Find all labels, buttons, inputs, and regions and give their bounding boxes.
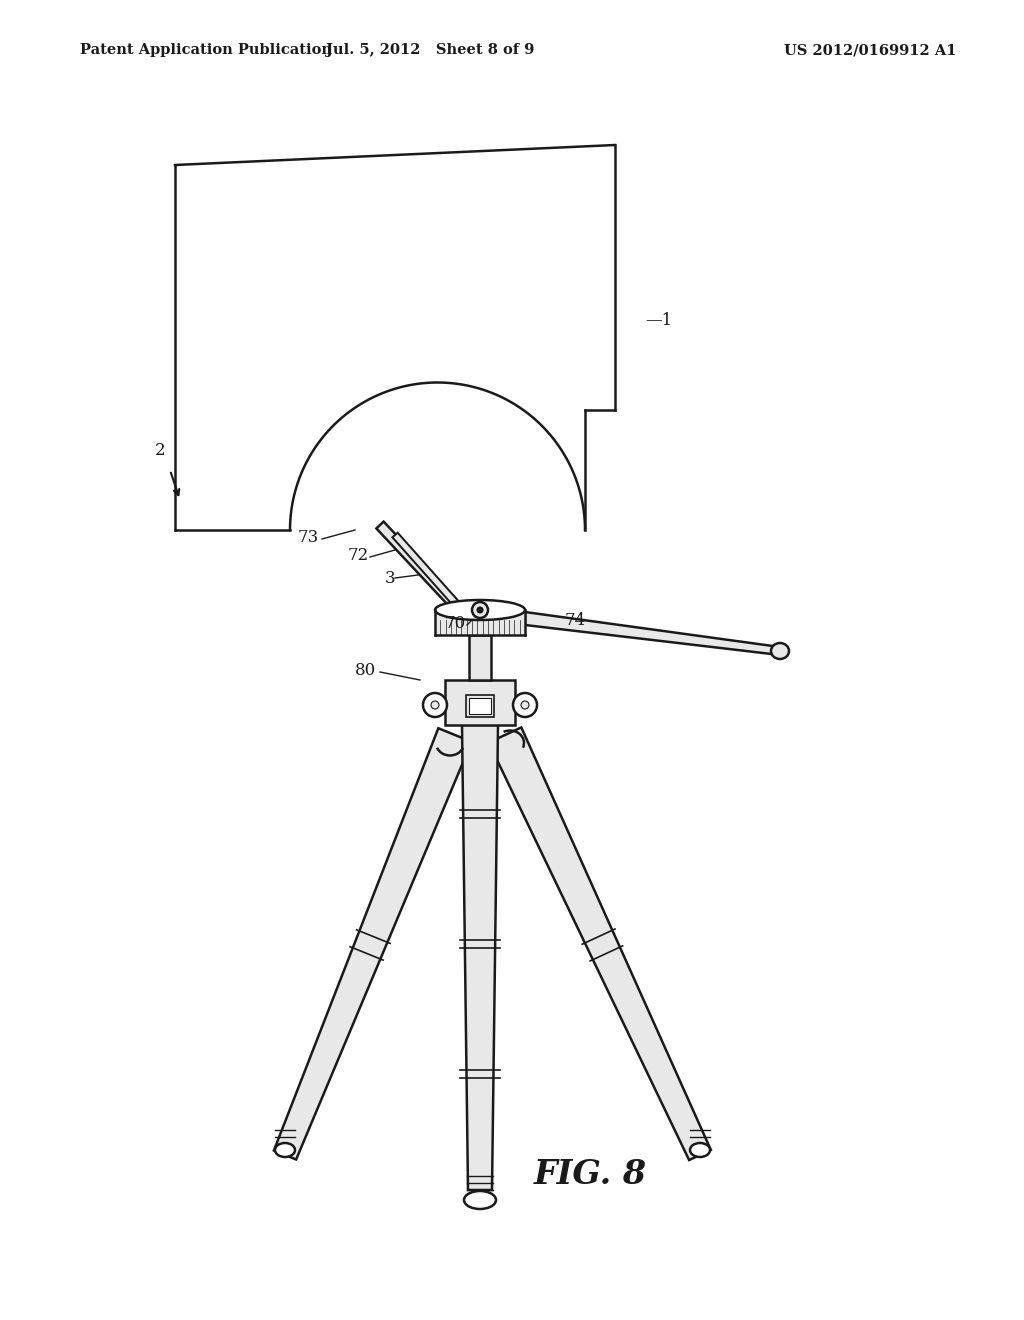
Text: 70: 70 [445,615,466,632]
Bar [466,696,494,717]
Bar [469,698,490,714]
Bar [435,610,525,635]
Ellipse shape [690,1143,710,1158]
Polygon shape [377,521,456,606]
Ellipse shape [464,1191,496,1209]
Text: 72: 72 [348,546,370,564]
Polygon shape [392,533,463,610]
Text: 73: 73 [298,529,319,546]
Ellipse shape [275,1143,295,1158]
Polygon shape [462,725,498,1191]
Circle shape [477,607,483,612]
Text: US 2012/0169912 A1: US 2012/0169912 A1 [783,44,956,57]
Bar [445,680,515,725]
Text: Patent Application Publication: Patent Application Publication [80,44,332,57]
Circle shape [472,602,488,618]
Polygon shape [488,727,711,1160]
Text: 74: 74 [565,612,587,630]
Bar [469,635,490,680]
Ellipse shape [771,643,790,659]
Polygon shape [273,729,472,1159]
Circle shape [423,693,447,717]
Circle shape [513,693,537,717]
Ellipse shape [435,601,525,620]
Circle shape [521,701,529,709]
Text: 3: 3 [385,570,395,587]
Text: Jul. 5, 2012   Sheet 8 of 9: Jul. 5, 2012 Sheet 8 of 9 [326,44,535,57]
Text: FIG. 8: FIG. 8 [534,1159,646,1192]
Polygon shape [525,612,780,655]
Text: —1: —1 [645,312,672,329]
Text: 2: 2 [155,442,166,459]
Text: 80: 80 [355,663,376,678]
Circle shape [431,701,439,709]
